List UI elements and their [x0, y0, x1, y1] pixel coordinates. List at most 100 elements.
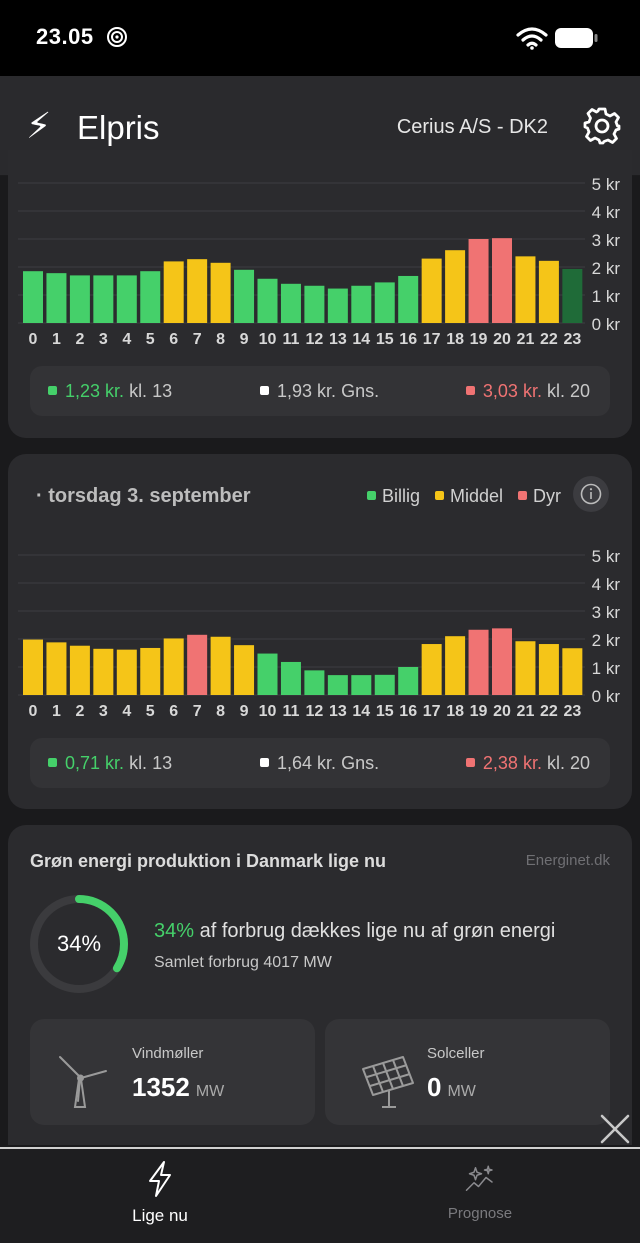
price-bar[interactable] [163, 261, 184, 323]
price-bar[interactable] [163, 638, 184, 695]
hour-label: 7 [193, 331, 202, 348]
price-bar[interactable] [327, 675, 348, 695]
price-bar[interactable] [187, 634, 208, 695]
hour-label: 19 [470, 703, 488, 720]
region-selector[interactable]: Cerius A/S - DK2 [396, 116, 548, 138]
info-icon [580, 483, 602, 505]
tomorrow-max: 2,38 kr. kl. 20 [465, 752, 590, 774]
wifi-icon [516, 27, 548, 50]
y-tick-label: 1 kr [592, 287, 621, 306]
hour-label: 23 [563, 703, 581, 720]
source-label[interactable]: Energinet.dk [525, 852, 610, 869]
price-bar[interactable] [304, 670, 325, 695]
hour-label: 1 [52, 331, 61, 348]
price-bar[interactable] [351, 675, 372, 695]
price-bar[interactable] [257, 653, 278, 695]
price-bar[interactable] [257, 278, 278, 323]
hour-label: 22 [540, 703, 558, 720]
hour-label: 11 [282, 703, 299, 720]
price-bar[interactable] [351, 285, 372, 323]
today-min: 1,23 kr. kl. 13 [48, 380, 172, 402]
medium-dot [435, 491, 444, 500]
hour-label: 8 [216, 703, 225, 720]
lightning-icon [149, 1161, 171, 1197]
price-bar[interactable] [69, 645, 90, 695]
price-bar[interactable] [468, 629, 489, 695]
price-bar[interactable] [304, 285, 325, 323]
close-icon[interactable] [598, 1112, 632, 1146]
hour-label: 15 [376, 703, 394, 720]
hour-label: 5 [146, 331, 155, 348]
gear-icon[interactable] [582, 106, 622, 146]
price-bar[interactable] [93, 648, 114, 695]
green-energy-title: Grøn energi produktion i Danmark lige nu [30, 851, 387, 871]
price-bar[interactable] [140, 271, 161, 323]
price-bar[interactable] [374, 674, 395, 695]
tomorrow-summary: 0,71 kr. kl. 13 1,64 kr. Gns. 2,38 kr. k… [30, 738, 610, 788]
expensive-dot [465, 386, 475, 395]
price-bar[interactable] [445, 250, 466, 323]
tab-forecast[interactable]: Prognose [390, 1160, 570, 1224]
price-bar[interactable] [398, 275, 419, 323]
tab-now[interactable]: Lige nu [70, 1160, 250, 1226]
price-bar[interactable] [93, 275, 114, 323]
tab-now-label: Lige nu [132, 1206, 188, 1225]
price-bar[interactable] [234, 645, 255, 695]
hour-label: 0 [29, 331, 38, 348]
hour-label: 4 [122, 703, 131, 720]
price-bar[interactable] [421, 644, 442, 695]
hour-label: 16 [399, 331, 417, 348]
price-bar[interactable] [116, 649, 137, 695]
hour-label: 18 [446, 703, 464, 720]
app-title: Elpris [77, 109, 160, 146]
price-bar[interactable] [538, 260, 559, 323]
price-bar[interactable] [374, 282, 395, 323]
hour-label: 13 [329, 331, 347, 348]
price-bar[interactable] [421, 258, 442, 323]
info-button[interactable] [573, 476, 609, 512]
tab-forecast-label: Prognose [447, 1205, 513, 1222]
status-time: 23.05 [36, 24, 94, 49]
price-bar[interactable] [492, 238, 512, 323]
cheap-dot [367, 491, 376, 500]
price-bar[interactable] [562, 648, 583, 695]
hour-label: 3 [99, 331, 108, 348]
price-bar[interactable] [23, 639, 43, 695]
price-bar[interactable] [210, 262, 231, 323]
y-tick-label: 5 kr [592, 175, 621, 194]
price-bar[interactable] [445, 636, 466, 695]
price-bar[interactable] [140, 647, 161, 695]
price-bar[interactable] [116, 275, 137, 323]
hour-label: 6 [169, 331, 178, 348]
lightning-logo-icon: ⚡ [26, 105, 52, 146]
price-bar[interactable] [187, 259, 208, 323]
price-bar[interactable] [398, 667, 419, 695]
y-tick-label: 0 kr [592, 687, 621, 706]
hour-label: 9 [240, 703, 249, 720]
price-bar[interactable] [327, 288, 348, 323]
price-bar[interactable] [562, 268, 583, 323]
price-bar[interactable] [515, 641, 536, 695]
price-bar[interactable] [280, 283, 301, 323]
solar-panel-icon [362, 1056, 414, 1108]
price-bar[interactable] [468, 239, 489, 323]
hour-label: 17 [423, 703, 441, 720]
price-bar[interactable] [492, 628, 512, 695]
price-bar[interactable] [46, 642, 67, 695]
hour-label: 21 [517, 331, 535, 348]
hour-label: 12 [306, 703, 324, 720]
average-dot [260, 386, 269, 395]
price-bar[interactable] [23, 271, 43, 323]
price-bar[interactable] [538, 644, 559, 695]
y-tick-label: 3 kr [592, 231, 621, 250]
price-bar[interactable] [69, 275, 90, 323]
price-bar[interactable] [234, 269, 255, 323]
hour-label: 20 [493, 703, 511, 720]
wind-tile: Vindmøller 1352 MW [30, 1019, 315, 1125]
price-bar[interactable] [46, 273, 67, 323]
price-bar[interactable] [280, 661, 301, 695]
price-bar[interactable] [515, 256, 536, 323]
price-bar[interactable] [210, 636, 231, 695]
hour-label: 18 [446, 331, 464, 348]
hour-label: 7 [193, 703, 202, 720]
